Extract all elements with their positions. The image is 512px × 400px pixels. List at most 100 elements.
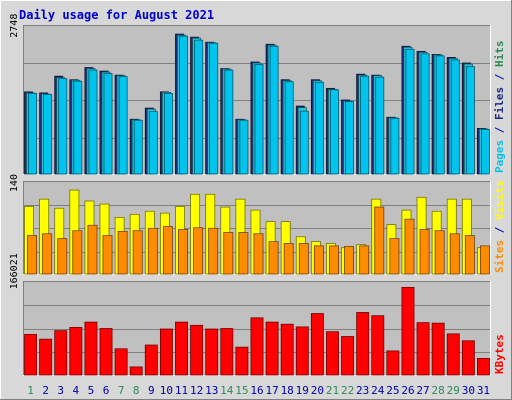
kbytes-bar-kbytes-day-29 — [446, 333, 460, 376]
x-tick-label-day-27: 27 — [416, 384, 429, 397]
hits-bar-hits-day-24 — [375, 76, 385, 175]
kbytes-bar-kbytes-day-12 — [190, 324, 204, 376]
x-tick-label-day-1: 1 — [27, 384, 34, 397]
visits-bar-sites-day-26 — [404, 218, 415, 275]
kbytes-bar-kbytes-day-7 — [114, 348, 128, 376]
hits-bar-hits-day-4 — [73, 80, 83, 175]
visits-bar-sites-day-28 — [434, 230, 445, 275]
visits-bar-sites-day-6 — [102, 235, 113, 275]
kbytes-bar-kbytes-day-14 — [220, 328, 234, 376]
visits-bar-sites-day-5 — [87, 224, 98, 275]
kbytes-bar-kbytes-day-28 — [431, 322, 445, 376]
hits-bar-hits-day-17 — [269, 45, 279, 175]
kbytes-bar-kbytes-day-4 — [69, 327, 83, 376]
hits-bar-hits-day-8 — [133, 119, 143, 175]
visits-bar-sites-day-4 — [72, 230, 83, 275]
hits-bar-hits-day-18 — [284, 81, 294, 175]
x-tick-label-day-29: 29 — [447, 384, 460, 397]
hits-bar-hits-day-10 — [163, 93, 173, 175]
kbytes-panel: 166021 KBytes — [9, 253, 506, 376]
kbytes-max-label: 166021 — [9, 253, 20, 289]
kbytes-bar-kbytes-day-11 — [175, 321, 188, 376]
x-tick-label-day-20: 20 — [311, 384, 324, 397]
legend-kbytes: KBytes — [493, 334, 506, 374]
hits-bar-hits-day-16 — [254, 64, 264, 175]
x-tick-label-day-30: 30 — [462, 384, 475, 397]
kbytes-bar-kbytes-day-10 — [159, 328, 173, 376]
visits-bar-sites-day-24 — [374, 206, 385, 275]
visits-bar-sites-day-13 — [208, 227, 219, 275]
kbytes-bar-kbytes-day-27 — [416, 322, 430, 376]
visits-bar-sites-day-9 — [147, 227, 158, 275]
kbytes-bar-kbytes-day-3 — [54, 330, 68, 376]
kbytes-bar-kbytes-day-9 — [144, 344, 158, 376]
visits-bar-sites-day-11 — [178, 229, 188, 275]
x-tick-label-day-18: 18 — [281, 384, 294, 397]
legend-separator: / — [493, 220, 506, 240]
kbytes-bar-kbytes-day-31 — [476, 357, 490, 376]
hits-bar-hits-day-2 — [43, 94, 53, 175]
visits-bar-sites-day-27 — [419, 229, 430, 275]
hits-bar-hits-day-15 — [239, 119, 249, 175]
hits-bar-hits-day-22 — [345, 101, 355, 175]
visits-bar-sites-day-30 — [464, 235, 475, 275]
visits-legend: Sites / Visits — [493, 180, 506, 273]
x-tick-label-day-13: 13 — [205, 384, 218, 397]
kbytes-bar-kbytes-day-6 — [99, 328, 113, 376]
kbytes-bar-kbytes-day-16 — [250, 317, 264, 376]
kbytes-bar-kbytes-day-23 — [356, 312, 370, 376]
x-tick-label-day-6: 6 — [103, 384, 110, 397]
kbytes-bar-kbytes-day-19 — [295, 326, 309, 376]
x-tick-label-day-4: 4 — [73, 384, 80, 397]
hits-bar-hits-day-1 — [28, 93, 38, 175]
legend-hits: Hits — [493, 41, 506, 68]
legend-separator: / — [493, 67, 506, 87]
hits-bar-hits-day-25 — [390, 117, 400, 175]
hits-bar-hits-day-3 — [58, 78, 68, 175]
hits-bar-hits-day-11 — [179, 35, 188, 175]
kbytes-bar-kbytes-day-17 — [265, 321, 279, 376]
kbytes-bar-kbytes-day-20 — [310, 313, 324, 376]
hits-bar-hits-day-7 — [118, 76, 128, 175]
hits-bar-hits-day-6 — [103, 73, 113, 175]
hits-bar-hits-day-23 — [360, 75, 370, 175]
x-tick-label-day-14: 14 — [220, 384, 234, 397]
kbytes-bar-kbytes-day-30 — [461, 340, 475, 376]
visits-bar-sites-day-2 — [42, 233, 53, 275]
x-tick-label-day-9: 9 — [148, 384, 155, 397]
x-tick-label-day-21: 21 — [326, 384, 339, 397]
kbytes-bar-kbytes-day-13 — [205, 328, 219, 376]
visits-bar-sites-day-10 — [162, 226, 173, 275]
hits-bar-hits-day-12 — [194, 39, 204, 175]
hits-bar-hits-day-31 — [480, 128, 490, 175]
hits-bar-hits-day-30 — [465, 66, 475, 175]
kbytes-bar-kbytes-day-21 — [326, 331, 339, 376]
x-axis-day-labels: 1 2 3 4 5 6 7 8 9 10 11 12 13 14 15 16 17 18 19 20 21 22 23 24 2… — [27, 384, 490, 397]
x-tick-label-day-10: 10 — [160, 384, 173, 397]
x-tick-label-day-26: 26 — [401, 384, 414, 397]
visits-bar-sites-day-20 — [313, 245, 324, 275]
hits-bar-hits-day-5 — [88, 69, 98, 175]
visits-panel: 140 Sites / Visits — [9, 174, 506, 275]
legend-visits: Visits — [493, 180, 506, 220]
kbytes-bar-kbytes-day-1 — [24, 333, 38, 376]
x-tick-label-day-23: 23 — [356, 384, 369, 397]
visits-bar-sites-day-8 — [132, 230, 143, 275]
visits-bar-sites-day-17 — [268, 241, 279, 275]
visits-bar-sites-day-29 — [449, 233, 460, 275]
x-tick-label-day-2: 2 — [42, 384, 49, 397]
hits-bar-hits-day-19 — [299, 110, 309, 175]
kbytes-bar-kbytes-day-2 — [39, 338, 53, 376]
visits-bar-sites-day-23 — [359, 245, 370, 275]
kbytes-bar-kbytes-day-25 — [386, 350, 400, 376]
x-tick-label-day-15: 15 — [235, 384, 248, 397]
kbytes-bar-kbytes-day-24 — [371, 315, 385, 376]
hits-legend: Pages / Files / Hits — [493, 41, 506, 174]
visits-bar-sites-day-14 — [223, 232, 234, 275]
visits-bar-sites-day-16 — [253, 233, 264, 275]
legend-files: Files — [493, 87, 506, 120]
chart-title: Daily usage for August 2021 — [19, 8, 214, 22]
hits-bar-hits-day-26 — [405, 48, 415, 175]
x-tick-label-day-8: 8 — [133, 384, 140, 397]
